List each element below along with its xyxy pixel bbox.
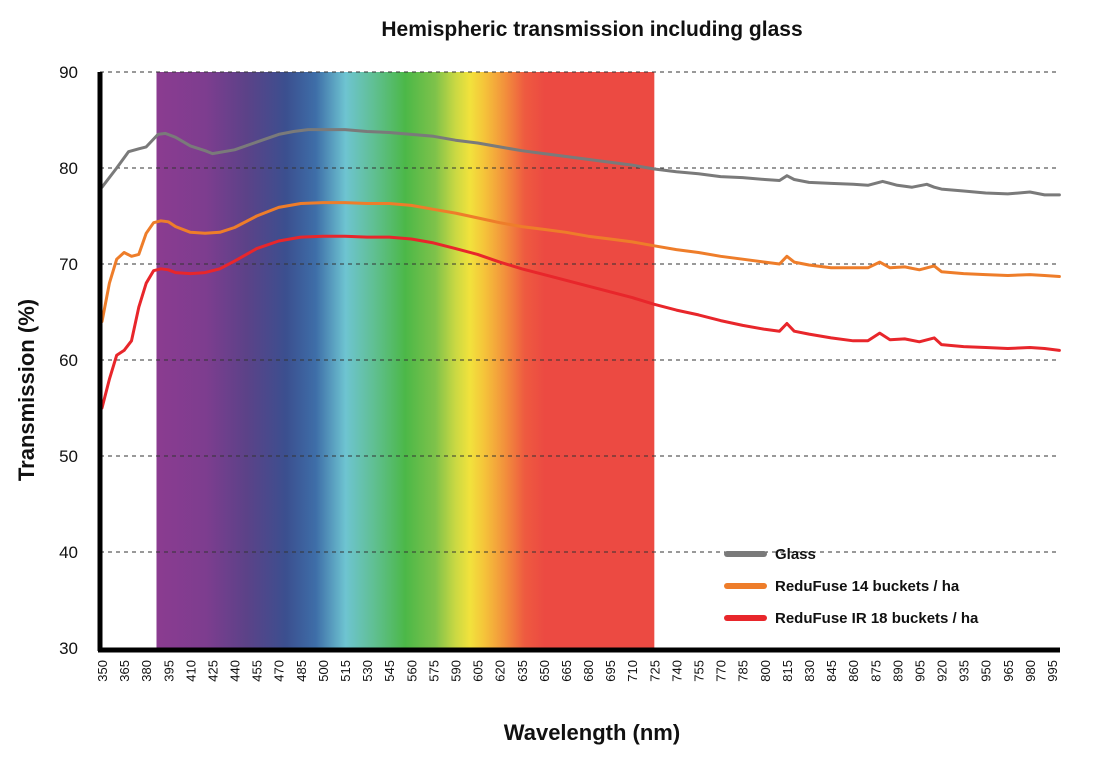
x-tick-label: 650	[537, 660, 552, 682]
x-tick-label: 995	[1045, 660, 1060, 682]
y-tick-label: 90	[59, 63, 78, 82]
x-tick-label: 905	[912, 660, 927, 682]
y-axis-title: Transmission (%)	[14, 299, 39, 481]
x-tick-label: 800	[758, 660, 773, 682]
x-tick-label: 665	[559, 660, 574, 682]
chart-title: Hemispheric transmission including glass	[381, 18, 802, 41]
x-tick-label: 545	[382, 660, 397, 682]
x-tick-label: 365	[117, 660, 132, 682]
x-tick-label: 440	[228, 660, 243, 682]
x-tick-label: 395	[161, 660, 176, 682]
x-tick-label: 710	[625, 660, 640, 682]
x-tick-label: 785	[736, 660, 751, 682]
x-tick-label: 410	[183, 660, 198, 682]
x-tick-label: 875	[868, 660, 883, 682]
x-tick-label: 815	[780, 660, 795, 682]
legend-label-1: Glass	[775, 546, 816, 563]
series-line-3	[100, 234, 1061, 410]
x-tick-label: 350	[95, 660, 110, 682]
x-tick-label: 605	[471, 660, 486, 682]
y-tick-label: 60	[59, 351, 78, 370]
x-tick-label: 830	[802, 660, 817, 682]
legend-label-2: ReduFuse 14 buckets / ha	[775, 578, 960, 595]
x-tick-label: 860	[846, 660, 861, 682]
x-tick-label: 950	[979, 660, 994, 682]
y-tick-label: 50	[59, 447, 78, 466]
legend-label-3: ReduFuse IR 18 buckets / ha	[775, 610, 979, 627]
x-tick-label: 725	[647, 660, 662, 682]
x-tick-label: 890	[890, 660, 905, 682]
x-tick-label: 485	[294, 660, 309, 682]
x-axis-title: Wavelength (nm)	[504, 720, 680, 745]
x-tick-label: 695	[603, 660, 618, 682]
x-tick-label: 920	[935, 660, 950, 682]
x-tick-label: 560	[404, 660, 419, 682]
x-tick-label: 590	[448, 660, 463, 682]
x-tick-label: 935	[957, 660, 972, 682]
series-line-1	[100, 128, 1061, 197]
legend: Glass ReduFuse 14 buckets / ha ReduFuse IR…	[724, 546, 979, 627]
x-tick-label: 470	[272, 660, 287, 682]
y-tick-label: 30	[59, 639, 78, 658]
x-tick-label: 980	[1023, 660, 1038, 682]
series-line-2	[100, 201, 1061, 324]
x-tick-label: 680	[581, 660, 596, 682]
y-tick-label: 80	[59, 159, 78, 178]
x-tick-label: 575	[426, 660, 441, 682]
x-tick-label: 620	[493, 660, 508, 682]
x-tick-label: 530	[360, 660, 375, 682]
x-tick-label: 755	[692, 660, 707, 682]
x-tick-label: 455	[250, 660, 265, 682]
x-tick-label: 740	[669, 660, 684, 682]
x-tick-label: 635	[515, 660, 530, 682]
x-tick-label: 770	[714, 660, 729, 682]
x-tick-label: 425	[205, 660, 220, 682]
x-tick-label: 500	[316, 660, 331, 682]
x-tick-label: 845	[824, 660, 839, 682]
x-tick-label: 380	[139, 660, 154, 682]
x-tick-label: 965	[1001, 660, 1016, 682]
y-tick-label: 40	[59, 543, 78, 562]
y-tick-label: 70	[59, 255, 78, 274]
x-tick-label: 515	[338, 660, 353, 682]
